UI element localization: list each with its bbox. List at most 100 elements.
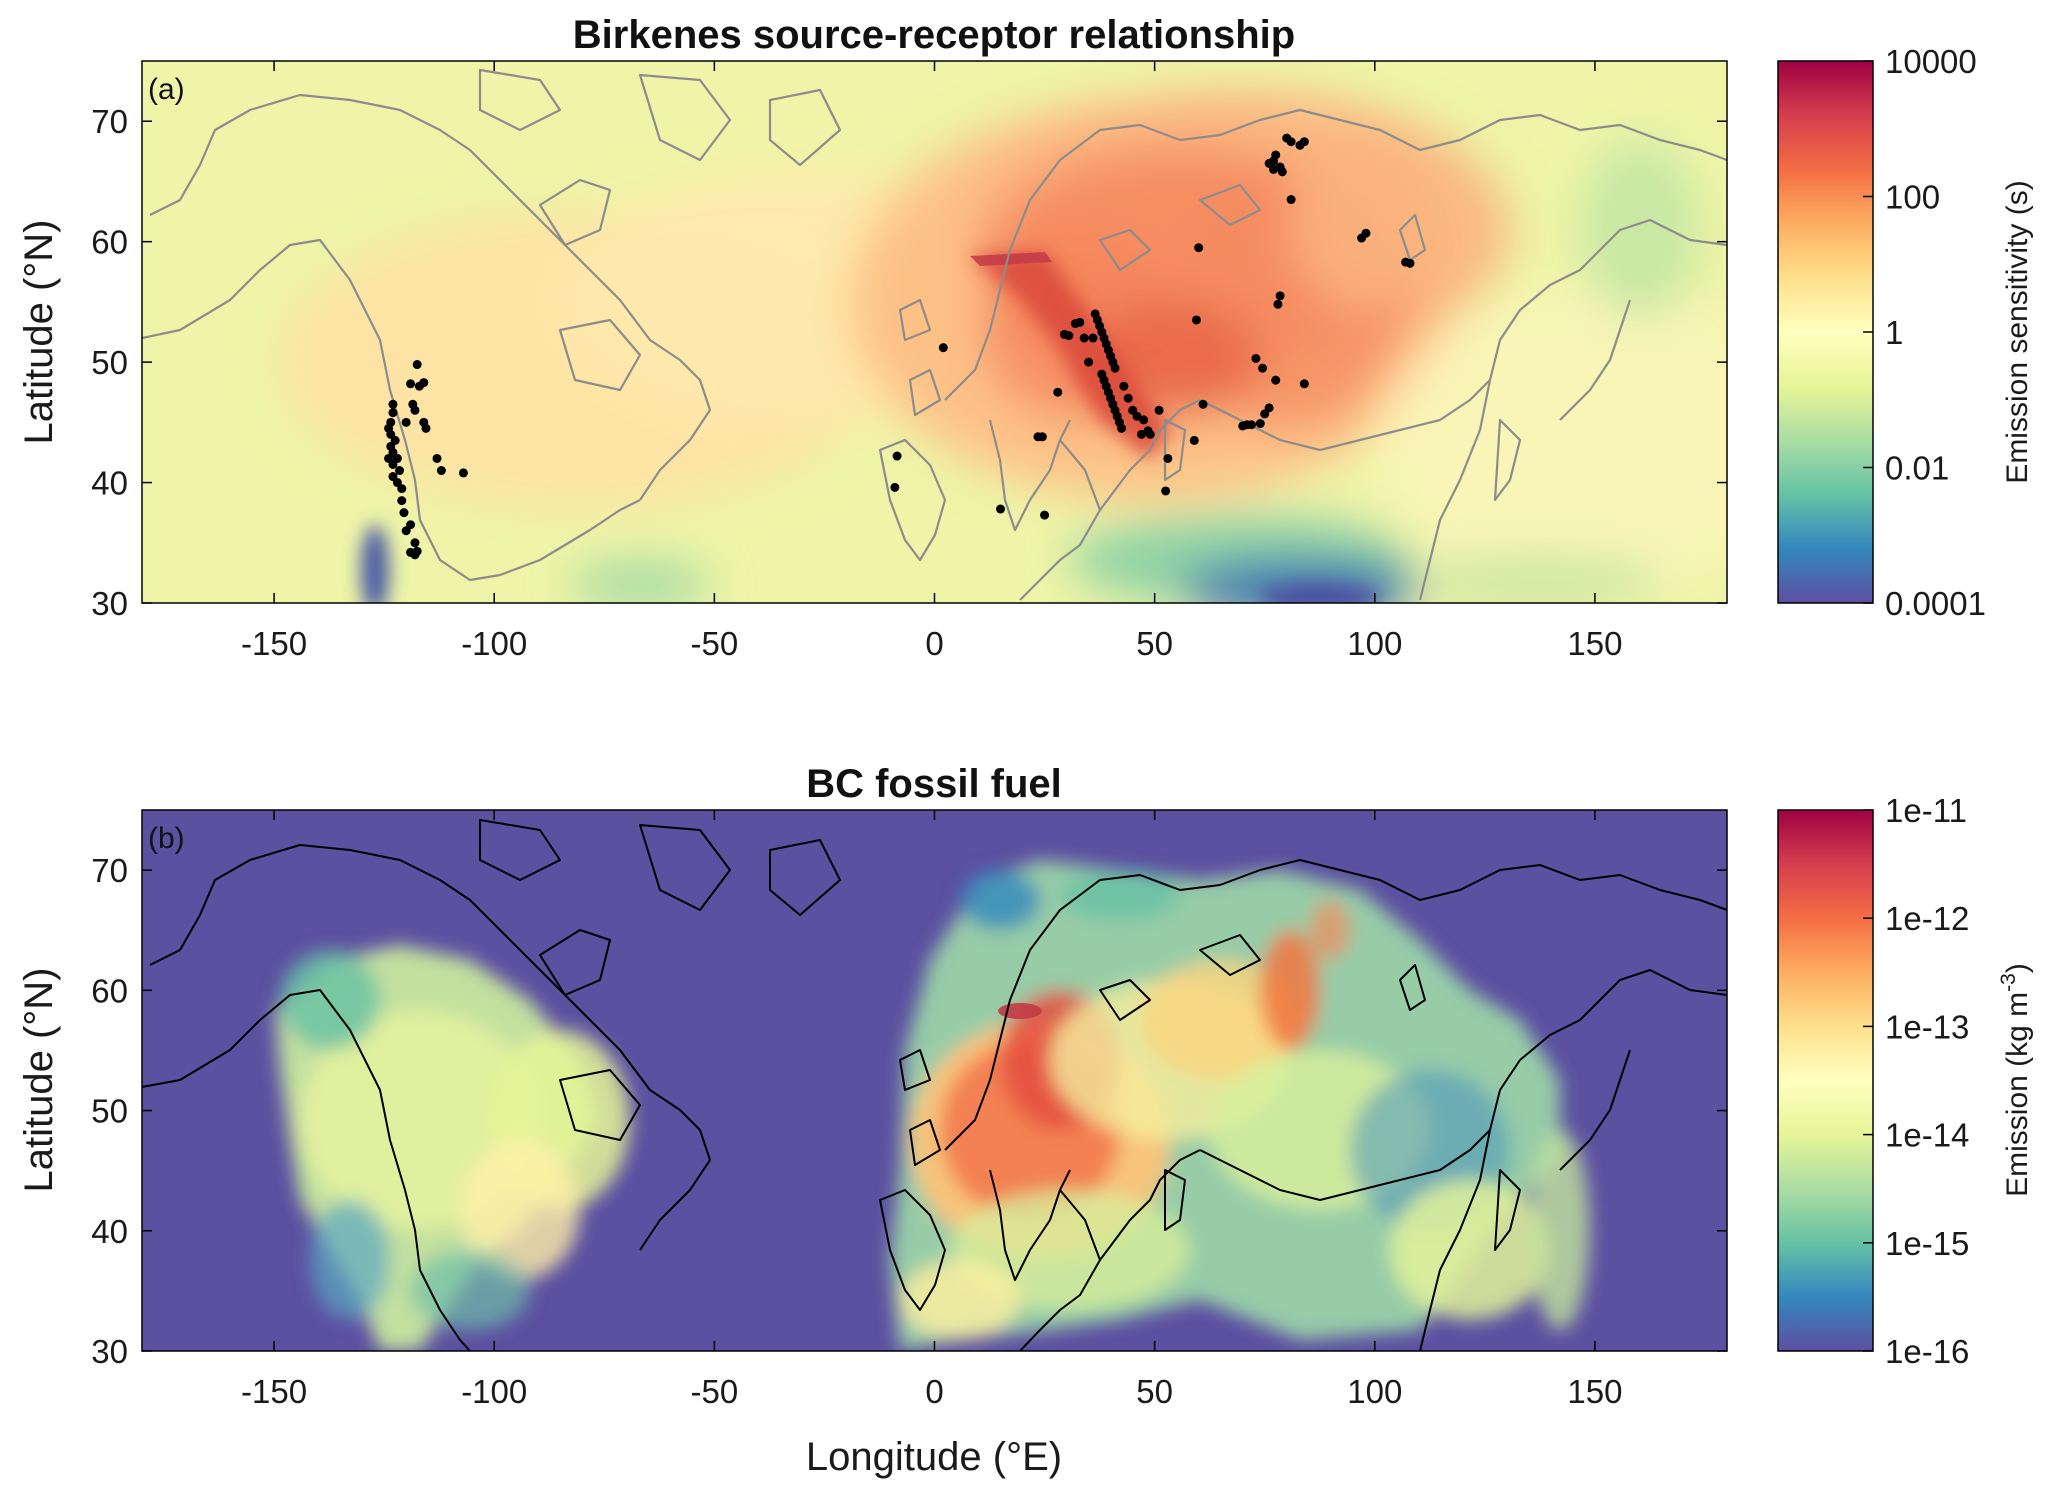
y-tick-label: 70 [91,852,128,889]
source-marker [1132,411,1142,421]
source-marker [412,360,422,370]
source-marker [436,466,446,476]
source-marker [1110,363,1120,373]
panel-b-colorbar-scale [1777,809,1874,1352]
source-marker [1299,379,1309,389]
source-marker [1194,243,1204,253]
panel-b-colorbar-label-tail: ) [2001,963,2034,973]
y-tick-label: 70 [91,103,128,140]
source-marker [1040,510,1050,520]
source-marker [1286,195,1296,205]
source-marker [1136,429,1146,439]
x-tick-label: -100 [461,1373,527,1410]
source-marker [1163,453,1173,463]
colorbar-tick-label: 1e-14 [1885,1117,1969,1154]
source-marker [1286,137,1296,147]
panel-b: BC fossil fuel [17,762,2034,1479]
panel-a-colorbar-label: Emission sensitivity (s) [2001,180,2034,483]
x-tick-label: -150 [241,625,307,662]
panel-b-colorbar-label-main: Emission (kg m [2001,992,2034,1197]
x-tick-label: -150 [241,1373,307,1410]
panel-b-title: BC fossil fuel [806,762,1062,806]
source-marker [397,496,407,506]
panel-a-coastlines [142,68,1727,601]
source-marker [399,508,409,518]
source-marker [388,459,398,469]
y-tick-label: 40 [91,465,128,502]
source-marker [1255,419,1265,429]
y-tick-label: 40 [91,1213,128,1250]
source-marker [421,423,431,433]
source-marker [410,550,420,560]
source-marker [996,504,1006,514]
x-tick-label: 150 [1567,625,1622,662]
source-marker [1079,333,1089,343]
source-marker [1251,353,1261,363]
panel-a-title: Birkenes source-receptor relationship [573,13,1295,57]
y-tick-label: 30 [91,1333,128,1370]
colorbar-tick-label: 10000 [1885,43,1977,80]
panel-a-ylabel: Latitude (°N) [17,220,61,445]
source-marker [401,417,411,427]
source-marker [401,526,411,536]
x-tick-label: 100 [1347,1373,1402,1410]
panel-a-colorbar-scale [1777,60,1874,604]
source-marker [1299,137,1309,147]
source-marker [1264,403,1274,413]
panel-b-ylabel: Latitude (°N) [17,968,61,1193]
source-marker [397,484,407,494]
source-marker [1123,393,1133,403]
source-marker [406,379,416,389]
panel-b-heatmap [142,810,1727,1351]
x-tick-label: -50 [691,1373,739,1410]
source-marker [1117,423,1127,433]
panel-a-heatmap [142,61,1727,603]
colorbar-tick-label: 1e-11 [1885,792,1967,829]
panel-b-coastlines [142,819,1727,1351]
source-marker [1145,429,1155,439]
source-marker [1075,317,1085,327]
panel-b-colorbar-label: Emission (kg m-3) [1997,963,2034,1197]
source-marker [458,468,468,478]
panel-b-axes: -150 -100 -50 0 50 100 150 30 40 50 60 70 [91,810,1727,1410]
source-marker [1161,486,1171,496]
x-tick-label: 50 [1136,1373,1173,1410]
y-tick-label: 50 [91,1093,128,1130]
colorbar-tick-label: 0.0001 [1885,585,1986,622]
source-marker [419,378,429,388]
source-marker [1361,228,1371,238]
source-marker [1088,333,1098,343]
panel-a-markers [384,133,1415,560]
colorbar-tick-label: 1 [1885,314,1903,351]
source-marker [1405,258,1415,268]
source-marker [432,453,442,463]
source-marker [1258,363,1268,373]
source-marker [388,399,398,409]
source-marker [1271,375,1281,385]
colorbar-tick-label: 1e-12 [1885,900,1969,937]
source-marker [395,466,405,476]
source-marker [388,408,398,418]
y-tick-label: 30 [91,585,128,622]
y-tick-label: 50 [91,344,128,381]
panel-b-colorbar: 1e-11 1e-12 1e-13 1e-14 1e-15 1e-16 Emission … [1777,792,2034,1370]
source-marker [892,451,902,461]
source-marker [938,343,948,353]
source-marker [1064,331,1074,341]
source-marker [1275,291,1285,301]
x-tick-label: 0 [925,1373,943,1410]
x-tick-label: 150 [1567,1373,1622,1410]
x-tick-label: -50 [691,625,739,662]
source-marker [410,405,420,415]
panel-b-colorbar-label-sup: -3 [1997,973,2020,992]
panel-a: Birkenes source-receptor relationship [17,13,2034,662]
y-tick-label: 60 [91,972,128,1009]
x-tick-label: 100 [1347,625,1402,662]
x-tick-label: -100 [461,625,527,662]
source-marker [1037,432,1047,442]
source-marker [1198,399,1208,409]
panel-a-axes: -150 -100 -50 0 50 100 150 30 40 50 60 70 [91,61,1727,662]
source-marker [1139,415,1149,425]
colorbar-tick-label: 1e-16 [1885,1333,1969,1370]
